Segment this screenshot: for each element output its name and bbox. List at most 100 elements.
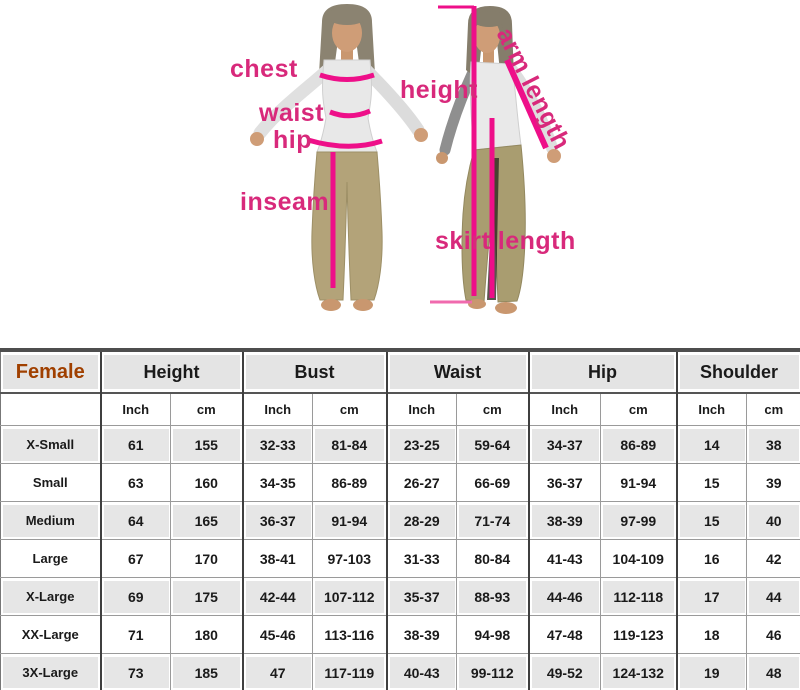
table-cell: 35-37 — [385, 577, 457, 616]
table-row: XX-Large 71 180 45-46 113-116 38-39 94-9… — [0, 615, 800, 654]
table-cell: 38 — [745, 425, 800, 464]
table-cell: 81-84 — [312, 425, 387, 464]
unit-header: Inch — [675, 393, 747, 426]
table-cell: 180 — [170, 615, 243, 654]
chest-band-line — [319, 72, 375, 82]
table-cell: 97-99 — [600, 501, 677, 540]
table-cell: 44-46 — [527, 577, 601, 616]
hip-label: hip — [273, 126, 312, 154]
measurement-diagram: chest waist hip inseam height arm length… — [0, 0, 800, 340]
size-cell: 3X-Large — [1, 654, 101, 690]
table-cell: 165 — [170, 501, 243, 540]
table-cell: 113-116 — [312, 615, 387, 654]
table-cell: 104-109 — [600, 539, 677, 578]
table-cell: 17 — [675, 577, 747, 616]
table-cell: 45-46 — [241, 615, 313, 654]
table-cell: 107-112 — [312, 577, 387, 616]
table-row: X-Large 69 175 42-44 107-112 35-37 88-93… — [0, 577, 800, 616]
unit-header-row: Inch cm Inch cm Inch cm Inch cm Inch cm — [0, 393, 800, 426]
hip-band-line — [307, 137, 383, 149]
table-cell: 88-93 — [456, 577, 529, 616]
table-cell: 49-52 — [527, 653, 601, 690]
table-cell: 185 — [170, 653, 243, 690]
table-cell: 170 — [170, 539, 243, 578]
table-row: Small 63 160 34-35 86-89 26-27 66-69 36-… — [0, 463, 800, 502]
chest-label: chest — [230, 55, 298, 83]
table-cell: 34-35 — [241, 463, 313, 502]
table-cell: 44 — [745, 577, 800, 616]
table-row: 3X-Large 73 185 47 117-119 40-43 99-112 … — [0, 653, 800, 690]
table-cell: 117-119 — [312, 653, 387, 690]
table-cell: 69 — [99, 577, 171, 616]
table-cell: 119-123 — [600, 615, 677, 654]
table-cell: 155 — [170, 425, 243, 464]
table-cell: 46 — [745, 615, 800, 654]
table-cell: 67 — [99, 539, 171, 578]
table-cell: 61 — [99, 425, 171, 464]
table-cell: 36-37 — [527, 463, 601, 502]
table-cell: 40-43 — [385, 653, 457, 690]
table-cell: 38-39 — [385, 615, 457, 654]
size-table: Female Height Bust Waist Hip Shoulder In… — [0, 348, 800, 690]
table-cell: 80-84 — [456, 539, 529, 578]
table-cell: 91-94 — [600, 463, 677, 502]
table-cell: 32-33 — [241, 425, 313, 464]
unit-header: cm — [600, 393, 677, 426]
table-cell: 160 — [170, 463, 243, 502]
table-cell: 31-33 — [385, 539, 457, 578]
table-cell: 42-44 — [241, 577, 313, 616]
table-cell: 15 — [675, 501, 747, 540]
table-cell: 175 — [170, 577, 243, 616]
table-row: X-Small 61 155 32-33 81-84 23-25 59-64 3… — [0, 425, 800, 464]
mannequin-illustration — [250, 4, 561, 314]
unit-header: Inch — [385, 393, 457, 426]
table-cell: 124-132 — [600, 653, 677, 690]
table-cell: 71-74 — [456, 501, 529, 540]
table-cell: 36-37 — [241, 501, 313, 540]
table-cell: 28-29 — [385, 501, 457, 540]
table-cell: 42 — [745, 539, 800, 578]
table-cell: 38-41 — [241, 539, 313, 578]
waist-label: waist — [259, 99, 325, 127]
table-header-row: Female Height Bust Waist Hip Shoulder — [1, 350, 800, 393]
size-cell: Medium — [1, 502, 101, 540]
table-cell: 18 — [675, 615, 747, 654]
unit-header: cm — [456, 393, 529, 426]
group-header-hip: Hip — [527, 350, 677, 393]
table-cell: 48 — [745, 653, 800, 690]
size-cell: Small — [32, 475, 68, 490]
unit-header: Inch — [241, 393, 313, 426]
front-figure — [250, 4, 428, 311]
empty-cell — [1, 393, 101, 426]
table-cell: 91-94 — [312, 501, 387, 540]
table-cell: 112-118 — [600, 577, 677, 616]
size-cell: X-Small — [1, 426, 101, 464]
table-cell: 66-69 — [456, 463, 529, 502]
table-cell: 99-112 — [456, 653, 529, 690]
table-cell: 63 — [99, 463, 171, 502]
table-cell: 19 — [675, 653, 747, 690]
unit-header: cm — [312, 393, 387, 426]
measure-lines — [307, 5, 549, 304]
table-cell: 64 — [99, 501, 171, 540]
table-cell: 14 — [675, 425, 747, 464]
skirt-length-label: skirt length — [435, 227, 576, 255]
unit-header: Inch — [527, 393, 601, 426]
unit-header: Inch — [99, 393, 171, 426]
group-header-waist: Waist — [385, 350, 529, 393]
size-cell: X-Large — [1, 578, 101, 616]
table-row: Medium 64 165 36-37 91-94 28-29 71-74 38… — [0, 501, 800, 540]
table-cell: 16 — [675, 539, 747, 578]
side-figure — [436, 6, 561, 314]
unit-header: cm — [745, 393, 800, 426]
unit-header: cm — [170, 393, 243, 426]
group-header-shoulder: Shoulder — [675, 350, 800, 393]
table-cell: 59-64 — [456, 425, 529, 464]
table-cell: 34-37 — [527, 425, 601, 464]
table-row: Large 67 170 38-41 97-103 31-33 80-84 41… — [0, 539, 800, 578]
table-cell: 73 — [99, 653, 171, 690]
table-cell: 47-48 — [527, 615, 601, 654]
group-header-bust: Bust — [241, 350, 387, 393]
table-cell: 41-43 — [527, 539, 601, 578]
